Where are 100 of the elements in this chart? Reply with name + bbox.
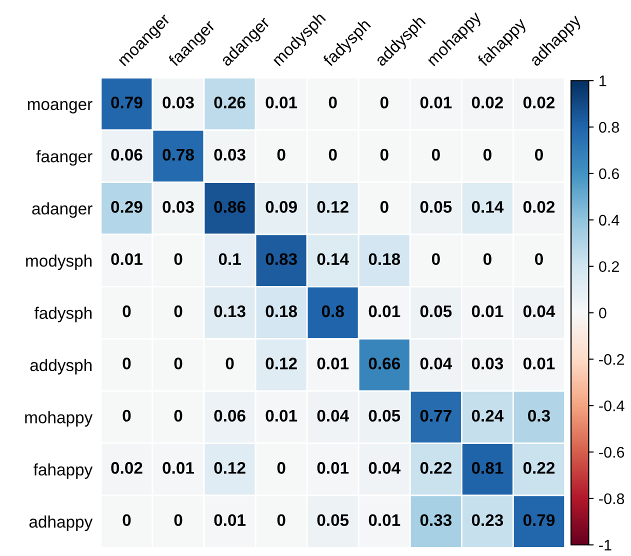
data-label: 0.03 [472, 358, 504, 370]
data-label: 0.77 [420, 410, 452, 422]
color-bar-label: -0.2 [599, 354, 624, 365]
data-label: 0 [226, 358, 234, 370]
data-label: 0 [174, 410, 182, 422]
y-tick-label: moanger [28, 101, 92, 114]
data-label: 0.8 [322, 305, 344, 318]
data-label: 0 [277, 514, 286, 526]
y-tick-label: faanger [36, 150, 92, 166]
data-label: 0.02 [472, 96, 503, 108]
color-bar-label: 0.6 [599, 168, 620, 180]
y-tick-label: fahappy [34, 463, 93, 479]
y-tick-label: addysph [30, 358, 92, 374]
data-label: 0.02 [111, 462, 142, 474]
data-label: 0.18 [266, 305, 298, 318]
data-label: 0.12 [214, 462, 246, 474]
data-label: 0.01 [523, 358, 555, 370]
data-label: 0 [380, 201, 388, 213]
data-label: 0.01 [214, 514, 246, 526]
data-label: 0.14 [472, 201, 504, 213]
color-bar-label: -0.8 [599, 493, 624, 504]
data-label: 0.09 [266, 201, 297, 213]
data-label: 0.3 [528, 410, 550, 422]
data-label: 0.12 [266, 358, 297, 370]
data-label: 0 [122, 358, 131, 370]
data-label: 0 [174, 253, 182, 266]
y-tick-label: modysph [26, 254, 92, 270]
color-bar-label: 1 [600, 76, 606, 86]
data-label: 0.79 [523, 514, 555, 526]
data-label: 0 [122, 410, 131, 422]
data-label: 0.03 [162, 201, 194, 213]
color-bar-label: 0.8 [599, 122, 620, 133]
y-tick-label: adanger [32, 202, 92, 218]
data-label: 0.02 [523, 201, 555, 213]
data-label: 0.01 [368, 305, 400, 318]
data-label: 0.04 [368, 462, 401, 474]
data-label: 0 [328, 148, 337, 161]
data-label: 0 [122, 305, 131, 318]
data-label: 0.18 [368, 253, 400, 266]
color-bar-label: -0.6 [599, 446, 624, 458]
data-label: 0.23 [472, 514, 504, 526]
data-label: 0.01 [111, 253, 142, 266]
data-label: 0.04 [317, 410, 349, 422]
data-label: 0 [483, 253, 492, 266]
data-label: 0.13 [214, 305, 246, 318]
data-label: 0.01 [317, 462, 349, 474]
data-label: 0.14 [317, 253, 349, 266]
y-tick-label: fadysph [34, 306, 92, 322]
color-bar-label: 0.2 [599, 261, 619, 272]
data-label: 0.05 [368, 410, 400, 422]
color-bar-label: -0.4 [599, 400, 624, 412]
data-label: 0.26 [214, 96, 246, 108]
data-label: 0.81 [472, 462, 504, 474]
data-label: 0.66 [368, 358, 400, 370]
data-label: 0 [122, 514, 131, 526]
data-label: 0 [277, 462, 286, 474]
data-label: 0.03 [214, 148, 246, 161]
data-label: 0.06 [111, 148, 142, 161]
data-label: 0 [277, 148, 286, 161]
data-label: 0.01 [420, 96, 452, 108]
data-label: 0.29 [111, 201, 142, 213]
data-label: 0.05 [420, 201, 452, 213]
data-label: 0 [174, 358, 182, 370]
data-label: 0.1 [218, 253, 241, 266]
data-label: 0.03 [162, 96, 194, 108]
data-label: 0.86 [214, 201, 246, 213]
color-bar-label: -1 [599, 540, 612, 550]
data-label: 0 [174, 305, 182, 318]
data-label: 0.22 [420, 462, 452, 474]
data-label: 0.04 [420, 358, 452, 370]
data-label: 0 [483, 148, 492, 161]
data-label: 0.04 [523, 305, 556, 318]
y-tick-label: adhappy [29, 516, 93, 532]
data-label: 0.06 [214, 410, 246, 422]
data-label: 0 [535, 253, 543, 266]
data-label: 0.01 [472, 305, 504, 318]
data-label: 0.05 [317, 514, 349, 526]
data-label: 0.01 [266, 96, 298, 108]
data-label: 0.02 [523, 96, 555, 108]
data-label: 0.01 [368, 514, 400, 526]
data-label: 0.01 [162, 462, 194, 474]
data-label: 0.33 [420, 514, 452, 526]
data-label: 0.05 [420, 305, 452, 318]
data-label: 0.22 [523, 462, 555, 474]
color-bar-label: 0.4 [599, 214, 620, 226]
data-label: 0 [535, 148, 543, 161]
data-label: 0 [380, 148, 388, 161]
data-label: 0.79 [111, 96, 142, 108]
data-label: 0 [380, 96, 388, 108]
data-label: 0.24 [472, 410, 504, 422]
data-label: 0.12 [317, 201, 348, 213]
data-label: 0.01 [317, 358, 349, 370]
data-label: 0 [432, 148, 440, 161]
data-label: 0.78 [162, 148, 194, 161]
color-bar-label: 0 [599, 308, 606, 318]
data-label: 0.83 [266, 253, 297, 266]
data-label: 0.01 [266, 410, 298, 422]
data-label: 0 [328, 96, 337, 108]
data-label: 0 [174, 514, 182, 526]
y-tick-label: mohappy [25, 411, 93, 427]
